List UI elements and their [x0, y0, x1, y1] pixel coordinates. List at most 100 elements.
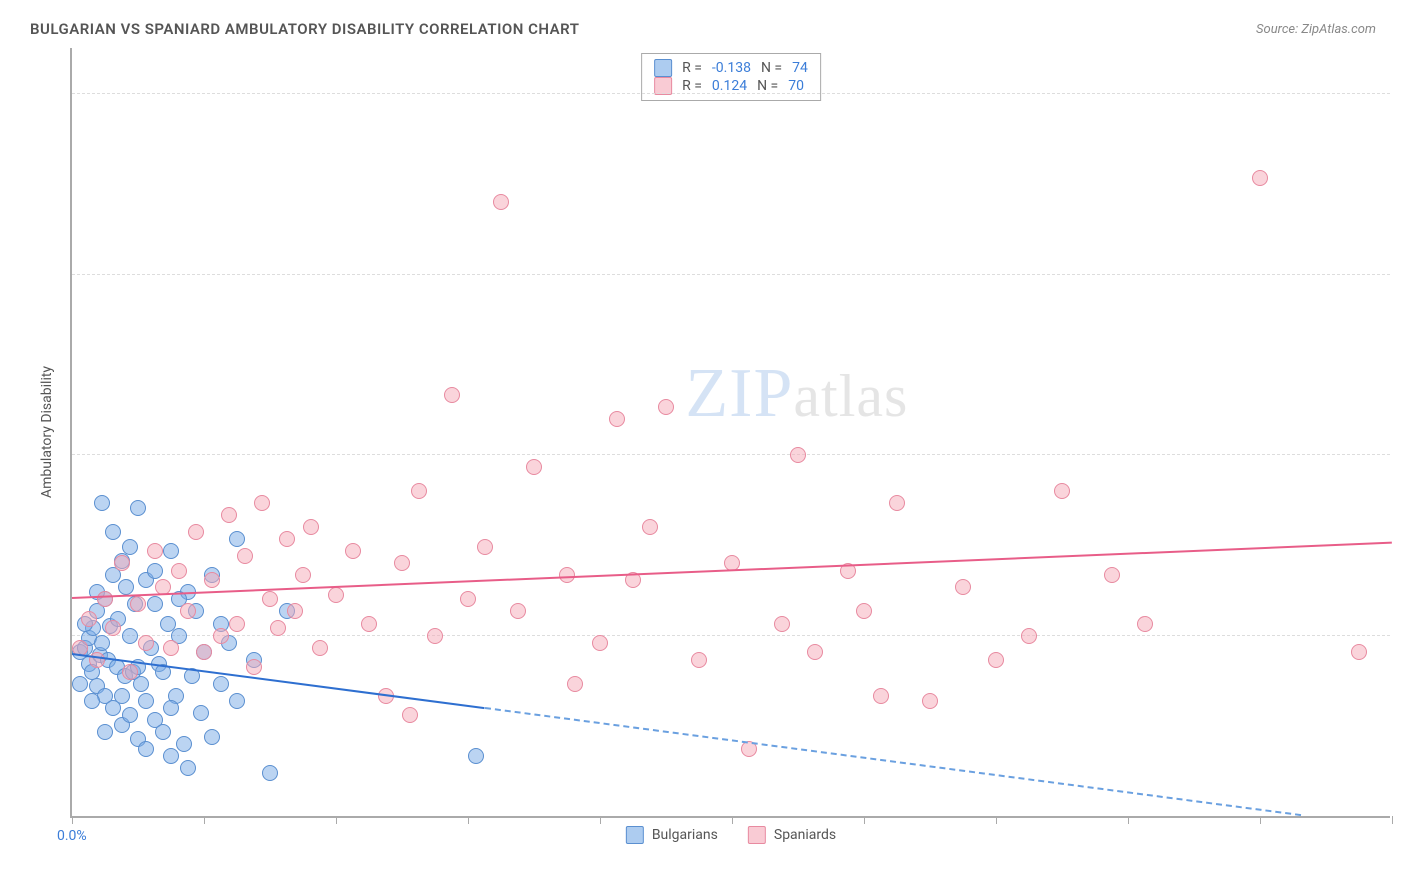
scatter-point	[642, 519, 658, 535]
scatter-point	[279, 531, 295, 547]
scatter-point	[444, 387, 460, 403]
scatter-point	[122, 628, 138, 644]
scatter-point	[155, 724, 171, 740]
legend-swatch-blue	[626, 826, 644, 844]
legend-item-spaniards: Spaniards	[748, 826, 836, 844]
scatter-point	[94, 495, 110, 511]
scatter-point	[204, 572, 220, 588]
legend: Bulgarians Spaniards	[626, 826, 836, 844]
scatter-point	[493, 194, 509, 210]
scatter-point	[180, 603, 196, 619]
stats-n-pink: 70	[788, 78, 804, 94]
watermark-zip: ZIP	[685, 355, 793, 432]
scatter-point	[122, 707, 138, 723]
x-tick	[72, 816, 73, 824]
scatter-point	[411, 483, 427, 499]
scatter-point	[468, 748, 484, 764]
scatter-point	[460, 591, 476, 607]
scatter-point	[196, 644, 212, 660]
x-tick	[204, 816, 205, 824]
x-tick	[864, 816, 865, 824]
scatter-point	[94, 635, 110, 651]
scatter-point	[262, 765, 278, 781]
x-tick	[468, 816, 469, 824]
scatter-point	[1252, 170, 1268, 186]
plot-area: Ambulatory Disability ZIPatlas R = -0.13…	[70, 48, 1390, 818]
scatter-point	[889, 495, 905, 511]
gridline-h	[72, 454, 1390, 455]
scatter-point	[130, 596, 146, 612]
scatter-point	[1104, 567, 1120, 583]
scatter-point	[105, 620, 121, 636]
scatter-point	[922, 693, 938, 709]
scatter-point	[118, 579, 134, 595]
scatter-point	[138, 741, 154, 757]
x-tick	[336, 816, 337, 824]
x-tick	[996, 816, 997, 824]
scatter-point	[312, 640, 328, 656]
scatter-point	[345, 543, 361, 559]
chart-container: BULGARIAN VS SPANIARD AMBULATORY DISABIL…	[0, 0, 1406, 892]
scatter-point	[526, 459, 542, 475]
scatter-point	[510, 603, 526, 619]
scatter-point	[163, 700, 179, 716]
scatter-point	[193, 705, 209, 721]
scatter-point	[81, 611, 97, 627]
gridline-h	[72, 274, 1390, 275]
scatter-point	[163, 748, 179, 764]
scatter-point	[176, 736, 192, 752]
chart-title: BULGARIAN VS SPANIARD AMBULATORY DISABIL…	[30, 20, 579, 38]
scatter-point	[658, 399, 674, 415]
stats-row-blue: R = -0.138 N = 74	[654, 59, 808, 77]
chart-source: Source: ZipAtlas.com	[1256, 22, 1376, 37]
scatter-point	[122, 664, 138, 680]
legend-label-blue: Bulgarians	[652, 827, 718, 843]
scatter-point	[114, 688, 130, 704]
scatter-point	[691, 652, 707, 668]
legend-label-pink: Spaniards	[774, 827, 836, 843]
scatter-point	[402, 707, 418, 723]
chart-header: BULGARIAN VS SPANIARD AMBULATORY DISABIL…	[30, 20, 1376, 38]
scatter-point	[856, 603, 872, 619]
scatter-point	[287, 603, 303, 619]
scatter-point	[1351, 644, 1367, 660]
x-tick	[732, 816, 733, 824]
x-tick	[600, 816, 601, 824]
scatter-point	[147, 543, 163, 559]
scatter-point	[790, 447, 806, 463]
scatter-point	[246, 659, 262, 675]
scatter-point	[774, 616, 790, 632]
scatter-point	[114, 555, 130, 571]
scatter-point	[262, 591, 278, 607]
scatter-point	[295, 567, 311, 583]
scatter-point	[97, 591, 113, 607]
scatter-point	[204, 729, 220, 745]
y-axis-label: Ambulatory Disability	[39, 366, 55, 498]
legend-item-bulgarians: Bulgarians	[626, 826, 718, 844]
watermark: ZIPatlas	[685, 354, 908, 434]
x-tick	[1128, 816, 1129, 824]
scatter-point	[147, 563, 163, 579]
gridline-h	[72, 635, 1390, 636]
stats-r-label: R =	[682, 60, 702, 76]
stats-r-label2: R =	[682, 78, 702, 94]
scatter-point	[163, 543, 179, 559]
x-axis-min: 0.0%	[57, 828, 87, 844]
scatter-point	[394, 555, 410, 571]
scatter-point	[567, 676, 583, 692]
scatter-point	[122, 539, 138, 555]
x-tick	[1392, 816, 1393, 824]
scatter-point	[270, 620, 286, 636]
x-tick	[1260, 816, 1261, 824]
stats-n-label: N =	[761, 60, 782, 76]
scatter-point	[97, 724, 113, 740]
scatter-point	[229, 616, 245, 632]
scatter-point	[138, 635, 154, 651]
scatter-point	[130, 500, 146, 516]
scatter-point	[1054, 483, 1070, 499]
scatter-point	[328, 587, 344, 603]
gridline-h	[72, 93, 1390, 94]
scatter-point	[303, 519, 319, 535]
scatter-point	[213, 676, 229, 692]
scatter-point	[237, 548, 253, 564]
